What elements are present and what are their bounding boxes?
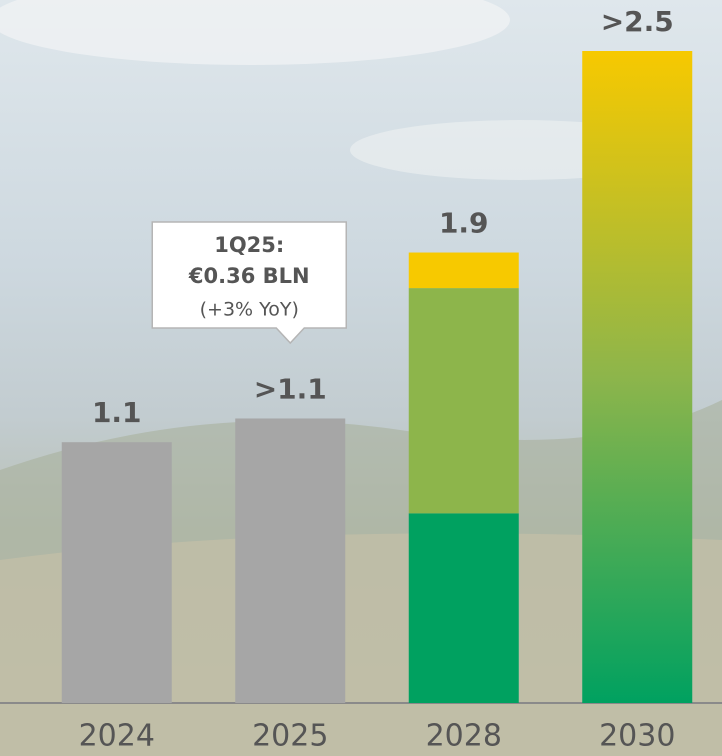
x-tick-label: 2030 (599, 719, 675, 754)
bar (235, 418, 345, 703)
x-tick-label: 2024 (79, 719, 155, 754)
callout: 1Q25: €0.36 BLN (+3% YoY) (152, 222, 346, 343)
x-tick-label: 2025 (252, 719, 328, 754)
bar (62, 442, 172, 703)
bar (582, 51, 692, 703)
bar (409, 513, 519, 703)
callout-note: (+3% YoY) (200, 299, 299, 321)
callout-value: €0.36 BLN (188, 264, 310, 288)
chart: 1Q25: €0.36 BLN (+3% YoY) 2024 1.1 2025 >1.… (0, 0, 722, 756)
bar (409, 253, 519, 289)
total-label: >2.5 (601, 5, 674, 38)
total-label: >1.1 (254, 372, 327, 405)
x-tick-label: 2028 (426, 719, 502, 754)
total-label: 1.1 (92, 396, 142, 429)
bar (409, 288, 519, 513)
total-label: 1.9 (439, 207, 489, 240)
callout-title: 1Q25: (214, 233, 284, 257)
